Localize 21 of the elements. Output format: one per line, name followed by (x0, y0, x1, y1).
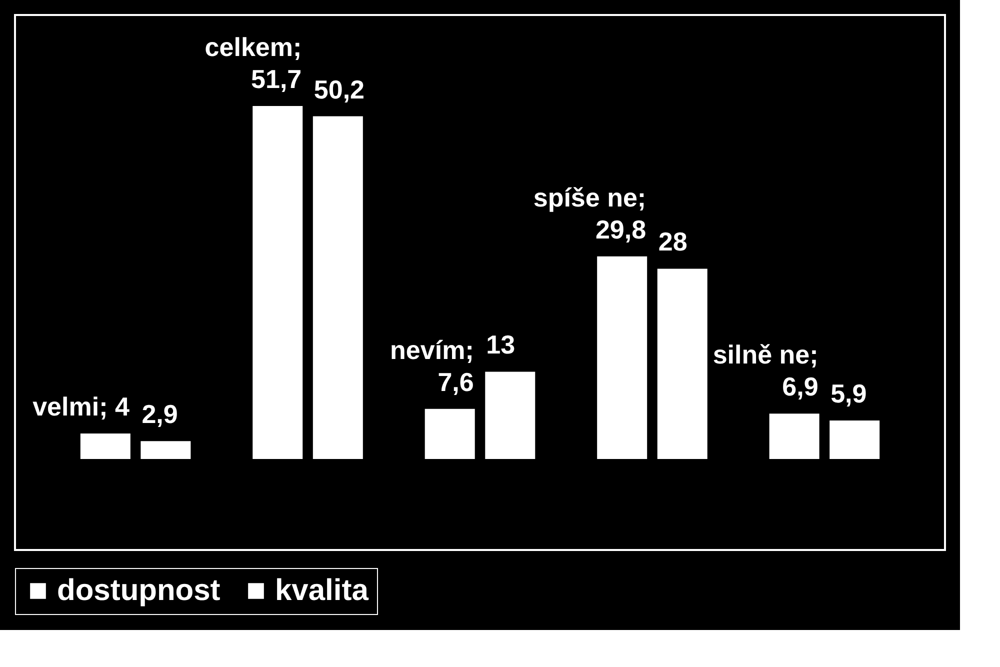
bar (138, 439, 193, 461)
bar (483, 370, 538, 461)
bar (655, 266, 710, 461)
legend-label: kvalita (275, 574, 369, 607)
bar (78, 432, 132, 461)
data-label: celkem; 51,7 (204, 32, 302, 94)
data-label: 50,2 (314, 74, 365, 104)
data-label: spíše ne; 29,8 (533, 182, 646, 244)
data-label: 2,9 (142, 399, 178, 430)
data-label: 5,9 (830, 378, 867, 408)
data-label: 28 (658, 226, 688, 257)
bar (250, 104, 305, 461)
data-label: 13 (486, 330, 516, 360)
bar (595, 254, 650, 461)
data-label: silně ne; 6,9 (712, 340, 818, 402)
legend-label: dostupnost (57, 574, 220, 607)
data-label: velmi; 4 (32, 392, 130, 422)
bar (310, 114, 365, 461)
data-label: nevím; 7,6 (390, 334, 474, 397)
bar (422, 406, 477, 461)
bar (767, 412, 822, 461)
